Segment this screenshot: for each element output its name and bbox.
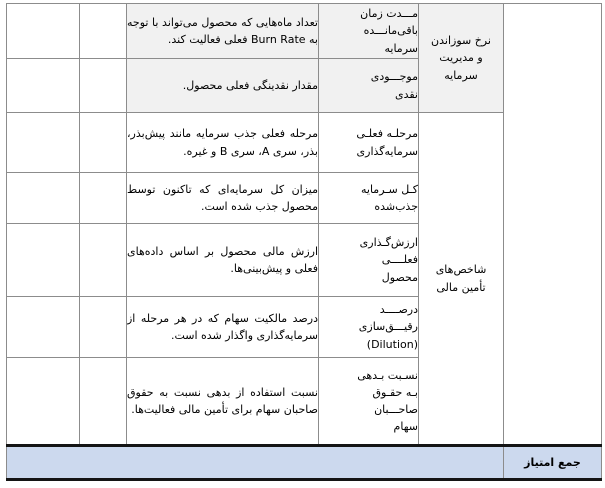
score-cell: [6, 357, 80, 446]
indicator-description-cell: میزان کل سرمایه‌ای که تاکنون توسط محصول …: [126, 172, 319, 224]
score-cell: [79, 357, 127, 446]
score-cell: [79, 58, 127, 113]
score-cell: [6, 223, 80, 297]
indicator-name-cell: موجـــودی نقدی: [318, 58, 419, 113]
indicator-description-cell: تعداد ماه‌هایی که محصول می‌تواند با توجه…: [126, 3, 319, 59]
score-cell: [79, 112, 127, 173]
indicator-description-cell: مقدار نقدینگی فعلی محصول.: [126, 58, 319, 113]
category-cell-burn-rate: نرخ سوزاندن و مدیریت سرمایه: [418, 3, 504, 113]
score-cell: [79, 3, 127, 59]
indicator-name-cell: مـــدت زمان باقی‌مانـــده سرمایه: [318, 3, 419, 59]
score-cell: [79, 172, 127, 224]
indicator-description-cell: مرحله فعلی جذب سرمایه مانند پیش‌بذر، بذر…: [126, 112, 319, 173]
indicator-name-cell: درصــــد رقیـــق‌سازی ‎(Dilution)‎: [318, 296, 419, 358]
score-cell: [6, 172, 80, 224]
indicator-description-cell: ارزش مالی محصول بر اساس داده‌های فعلی و …: [126, 223, 319, 297]
indicator-name-cell: کـل سـرمایه جذب‌شده: [318, 172, 419, 224]
indicator-description-cell: نسبت استفاده از بدهی نسبت به حقوق صاحبان…: [126, 357, 319, 446]
indicator-name-cell: ارزش‌گـذاری فعلــــی محصول: [318, 223, 419, 297]
table-row: نرخ سوزاندن و مدیریت سرمایه مـــدت زمان …: [6, 3, 602, 446]
financing-indicators-table: نرخ سوزاندن و مدیریت سرمایه مـــدت زمان …: [6, 3, 602, 481]
score-cell: [79, 223, 127, 297]
score-cell: [6, 3, 80, 59]
score-cell: [79, 296, 127, 358]
right-margin-column-cell: [503, 3, 602, 446]
score-cell: [6, 58, 80, 113]
indicator-name-cell: مرحلـه فعلـی سرمایه‌گذاری: [318, 112, 419, 173]
category-cell-financing-indicators: شاخص‌های تأمین مالی: [418, 112, 504, 446]
table-row: کـل سـرمایه جذب‌شده میزان کل سرمایه‌ای ک…: [6, 172, 602, 224]
score-cell: [6, 112, 80, 173]
indicator-name-cell: نسـبت بـدهی بـه حقـوق صاحـــبان سهام: [318, 357, 419, 446]
table-row: ارزش‌گـذاری فعلــــی محصول ارزش مالی محص…: [6, 223, 602, 297]
table-row: نسـبت بـدهی بـه حقـوق صاحـــبان سهام نسب…: [6, 357, 602, 446]
total-score-value-cell: [6, 444, 504, 481]
table-row: شاخص‌های تأمین مالی مرحلـه فعلـی سرمایه‌…: [6, 112, 602, 446]
table-row: موجـــودی نقدی مقدار نقدینگی فعلی محصول.: [6, 58, 602, 113]
total-score-label: جمع امتیاز: [503, 444, 602, 481]
total-score-row: جمع امتیاز: [6, 444, 602, 481]
indicator-description-cell: درصد مالکیت سهام که در هر مرحله از سرمای…: [126, 296, 319, 358]
score-cell: [6, 296, 80, 358]
